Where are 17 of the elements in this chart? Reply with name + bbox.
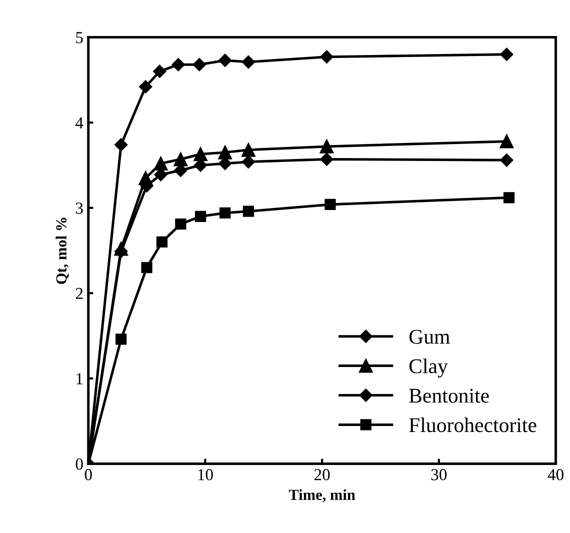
- legend-label: Clay: [409, 358, 448, 378]
- y-tick-label: 2: [76, 288, 83, 299]
- x-tick-label: 20: [314, 469, 330, 480]
- y-tick-label: 1: [76, 373, 82, 384]
- y-axis-title: Qt, mol %: [56, 218, 69, 284]
- legend-label: Bentonite: [409, 388, 489, 403]
- y-tick-label: 3: [76, 202, 83, 214]
- legend-label: Gum: [409, 330, 450, 344]
- x-tick-label: 0: [84, 469, 92, 480]
- x-axis-title: Time, min: [288, 489, 356, 502]
- y-tick-label: 0: [76, 458, 83, 470]
- x-tick-label: 40: [548, 469, 564, 480]
- y-tick-label: 5: [76, 32, 83, 44]
- y-tick-label: 4: [75, 117, 84, 128]
- x-tick-label: 30: [431, 469, 447, 480]
- legend-label: Fluorohectorite: [409, 418, 536, 432]
- x-tick-label: 10: [198, 469, 213, 480]
